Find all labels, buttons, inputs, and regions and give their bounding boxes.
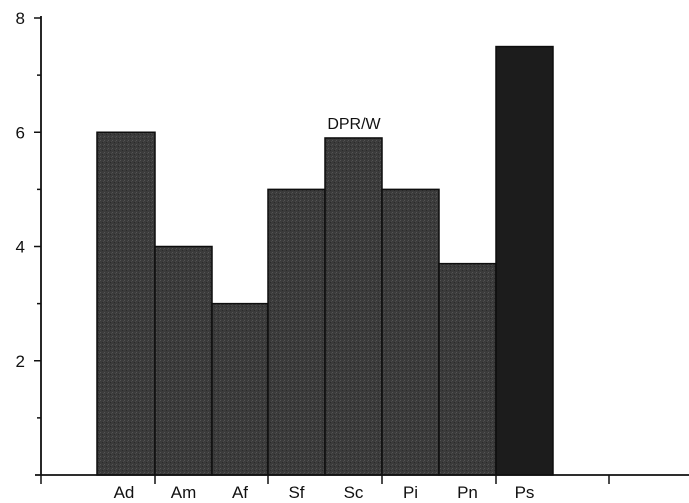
x-category-label-ps: Ps [515,483,535,502]
bar-af [211,302,269,476]
bar-sf [267,188,326,476]
bar-pn [438,262,497,476]
chart-annotation: DPR/W [327,116,381,133]
x-category-label-am: Am [171,483,197,502]
bar-am [154,245,213,476]
bar-ps [495,45,554,476]
x-category-label-af: Af [232,483,248,502]
y-tick-label-8: 8 [16,9,25,28]
x-category-label-pn: Pn [457,483,478,502]
x-category-label-sc: Sc [344,483,364,502]
y-tick-label-6: 6 [16,123,25,142]
bar-sc [324,137,383,476]
axes-group [34,16,689,484]
x-category-label-ad: Ad [114,483,135,502]
labels-group: 2 4 6 8 Ad Am Af Sf Sc Pi Pn Ps [16,9,535,502]
bars-group [96,45,554,476]
x-category-label-sf: Sf [288,483,304,502]
bar-pi [381,188,440,476]
y-tick-label-2: 2 [16,352,25,371]
y-tick-label-4: 4 [16,238,25,257]
x-category-label-pi: Pi [403,483,418,502]
bar-ad [96,131,156,476]
